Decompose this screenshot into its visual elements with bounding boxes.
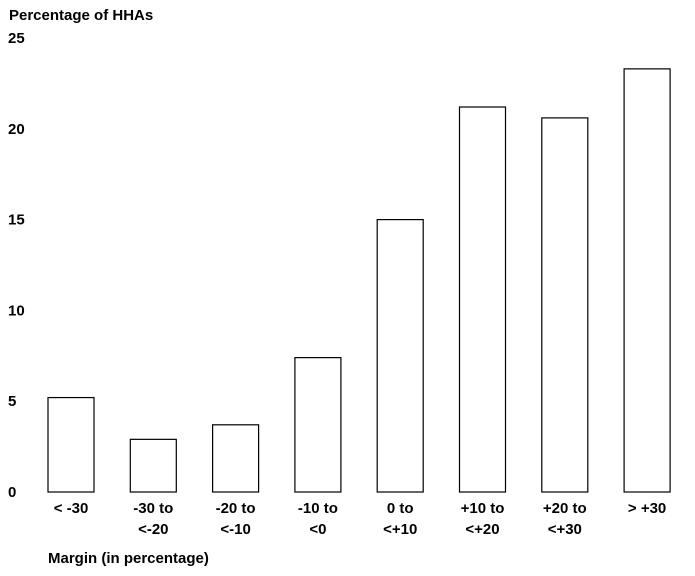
bar: [376, 219, 424, 493]
bar: [212, 424, 260, 493]
x-tick-label: <+20: [465, 521, 499, 538]
y-tick-label: 5: [8, 393, 16, 410]
x-tick-label: -20 to: [216, 500, 256, 517]
bar: [47, 396, 95, 493]
bar: [458, 106, 507, 493]
bar: [541, 117, 589, 493]
x-tick-label: <0: [309, 521, 326, 538]
x-tick-label: <+10: [383, 521, 417, 538]
bar: [623, 68, 671, 493]
y-tick-label: 20: [8, 121, 25, 138]
y-tick-label: 10: [8, 302, 25, 319]
x-tick-label: +20 to: [543, 500, 587, 517]
x-tick-label: <+30: [548, 521, 582, 538]
x-tick-label: <-10: [220, 521, 250, 538]
bar: [129, 438, 177, 493]
x-axis-label: Margin (in percentage): [48, 550, 209, 567]
y-tick-label: 25: [8, 30, 25, 47]
y-tick-label: 15: [8, 212, 25, 229]
x-tick-label: > +30: [628, 500, 666, 517]
bar: [294, 357, 342, 493]
x-tick-label: -30 to: [133, 500, 173, 517]
x-tick-label: 0 to: [387, 500, 414, 517]
x-tick-label: -10 to: [298, 500, 338, 517]
x-tick-label: +10 to: [461, 500, 505, 517]
y-axis-label: Percentage of HHAs: [9, 7, 153, 24]
y-tick-label: 0: [8, 484, 16, 501]
x-tick-label: < -30: [54, 500, 89, 517]
x-tick-label: <-20: [138, 521, 168, 538]
